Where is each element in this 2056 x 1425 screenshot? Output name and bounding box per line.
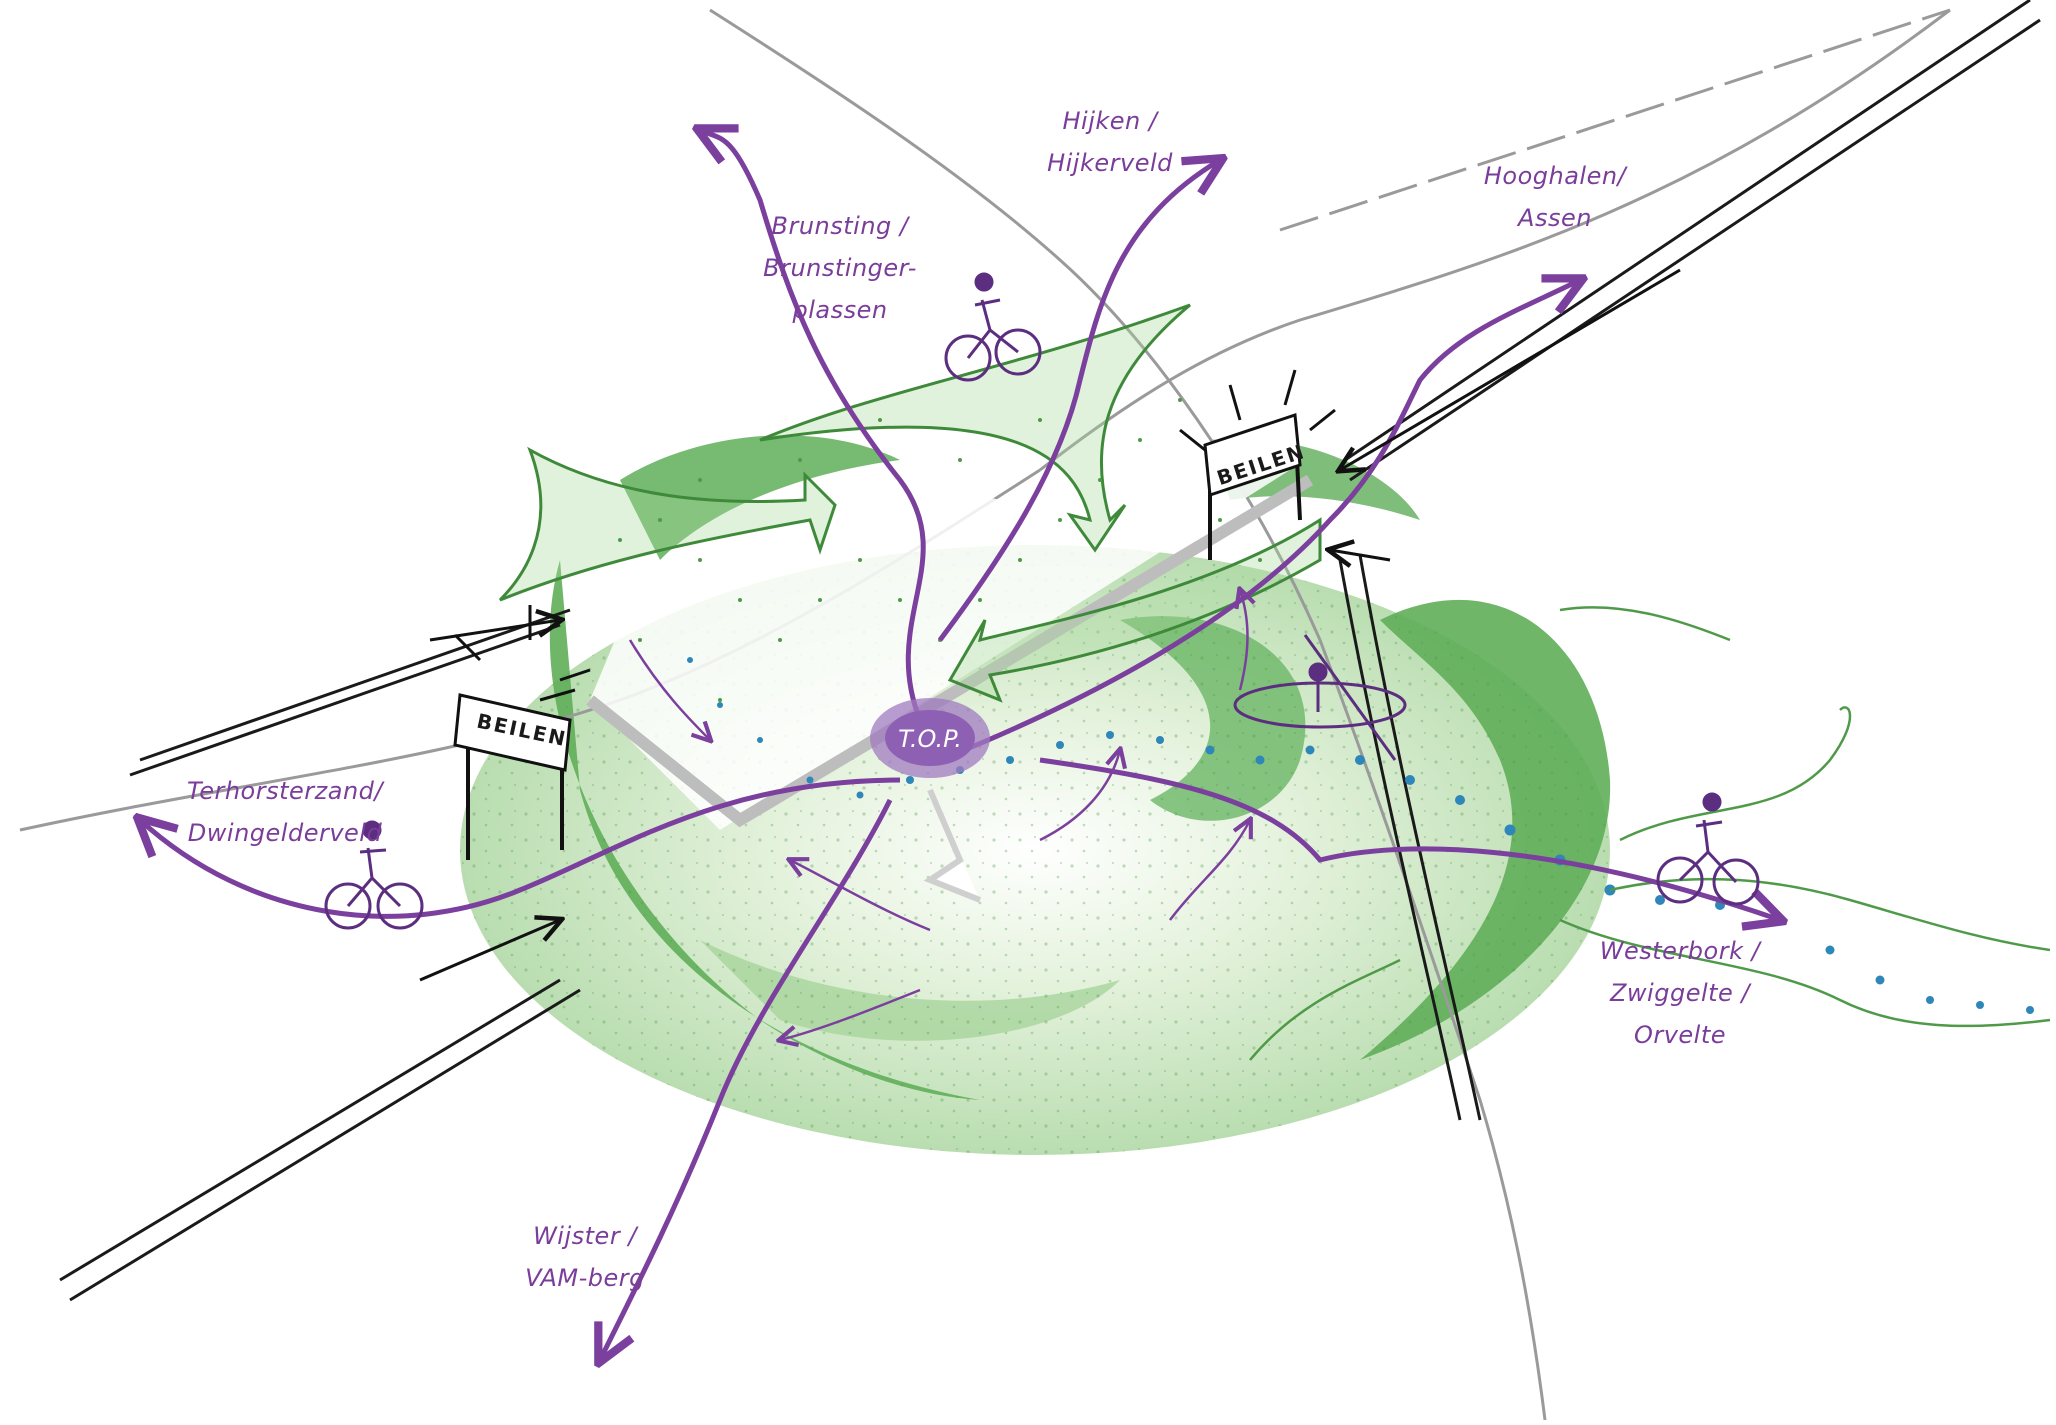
label-hijken-line2: Hijkerveld xyxy=(1047,149,1173,177)
town-sign-icon: BEILEN xyxy=(453,693,572,860)
entry-arrows xyxy=(419,268,1681,982)
cyclist-icon xyxy=(324,820,424,930)
route-arrows-inner xyxy=(628,590,1250,1040)
village-block xyxy=(586,440,1314,903)
cyclist-icon xyxy=(944,272,1042,382)
label-brunsting-line2: Brunstinger- xyxy=(763,254,917,282)
label-westerbork: Westerbork / Zwiggelte / Orvelte xyxy=(1580,930,1780,1056)
label-terhorst-line2: Dwingelderveld xyxy=(187,819,383,847)
label-wijster-line2: VAM-berg xyxy=(525,1264,645,1292)
sign-rays xyxy=(453,369,1336,702)
label-brunsting-line1: Brunsting / xyxy=(771,212,909,240)
brook-lines xyxy=(1249,606,2051,1061)
label-hooghalen: Hooghalen/ Assen xyxy=(1470,155,1640,239)
cycling-routes xyxy=(140,130,1780,1360)
label-hijken-line1: Hijken / xyxy=(1062,107,1158,135)
label-wijster: Wijster / VAM-berg xyxy=(500,1215,670,1299)
label-terhorst-line1: Terhorsterzand/ xyxy=(187,777,383,805)
canoeist-icon xyxy=(1233,634,1407,761)
label-hooghalen-line1: Hooghalen/ xyxy=(1483,162,1627,190)
cyclist-icon xyxy=(1656,792,1760,906)
label-terhorst: Terhorsterzand/ Dwingelderveld xyxy=(170,770,400,854)
label-hijken: Hijken / Hijkerveld xyxy=(1030,100,1190,184)
label-hooghalen-line2: Assen xyxy=(1518,204,1592,232)
label-wijster-line1: Wijster / xyxy=(533,1222,637,1250)
label-westerbork-line3: Orvelte xyxy=(1633,1021,1727,1049)
label-brunsting: Brunsting / Brunstinger- plassen xyxy=(740,205,940,331)
green-speckle xyxy=(618,398,1262,702)
railway xyxy=(59,0,2041,1302)
label-westerbork-line2: Zwiggelte / xyxy=(1609,979,1751,1007)
label-westerbork-line1: Westerbork / xyxy=(1599,937,1761,965)
top-label: T.O.P. xyxy=(898,725,962,753)
stream xyxy=(687,657,2034,1014)
label-brunsting-line3: plassen xyxy=(792,296,888,324)
top-marker: T.O.P. xyxy=(870,698,990,778)
